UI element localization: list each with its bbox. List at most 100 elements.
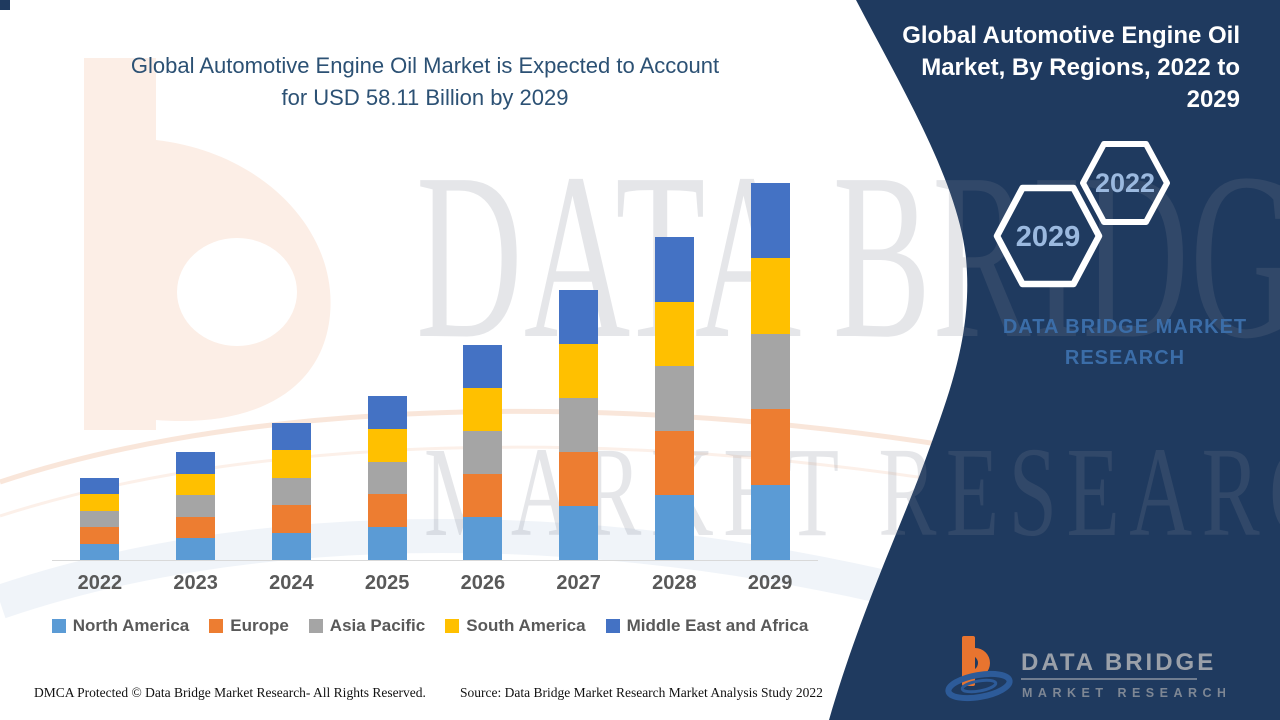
bar-segment-2022-europe [80, 527, 120, 544]
footer-source-text: Source: Data Bridge Market Research Mark… [460, 685, 823, 700]
hexagon-badges: 2022 2029 [993, 141, 1170, 288]
x-tick-2026: 2026 [460, 572, 506, 594]
watermark-b-bowl-hole [177, 238, 297, 346]
stacked-bar-2026 [463, 345, 503, 560]
bar-segment-2029-asia-pacific [750, 333, 790, 409]
logo-b-icon [945, 636, 1013, 702]
x-tick-2029: 2029 [747, 572, 793, 594]
x-axis-labels: 2022 2023 2024 2025 2026 2027 2028 2029 [52, 572, 818, 595]
x-tick-2028: 2028 [652, 572, 697, 594]
legend-swatch-middle-east-and-africa [605, 619, 620, 633]
bar-segment-2023-europe [176, 516, 216, 539]
bar-segment-2029-middle-east-and-africa [750, 182, 790, 258]
hexagon-badge-2022: 2022 [1080, 141, 1170, 225]
brand-panel-text: DATA BRIDGE MARKET RESEARCH [988, 312, 1262, 374]
bar-segment-2023-north-america [176, 538, 216, 560]
legend-label-south-america: South America [466, 616, 586, 635]
legend-item-europe: Europe [209, 616, 289, 636]
x-tick-2023: 2023 [173, 572, 218, 594]
bar-segment-2028-south-america [654, 301, 694, 367]
bar-segment-2025-south-america [367, 428, 407, 462]
bar-slot-2024 [244, 170, 340, 560]
bar-segment-2028-asia-pacific [654, 366, 694, 431]
stacked-bar-2022 [80, 478, 120, 560]
bar-segment-2022-north-america [80, 543, 120, 560]
bar-segment-2023-middle-east-and-africa [176, 452, 216, 474]
legend-label-north-america: North America [72, 616, 190, 635]
stacked-bar-2025 [367, 396, 407, 560]
legend-swatch-south-america [445, 619, 460, 633]
chart-title-line1: Global Automotive Engine Oil Market is E… [130, 53, 720, 78]
bar-segment-2026-asia-pacific [463, 431, 503, 474]
bar-segment-2024-north-america [271, 532, 311, 560]
chart-legend: North America Europe Asia Pacific South Ame… [30, 616, 830, 636]
x-tick-2025: 2025 [364, 572, 410, 594]
footer-dmca-text: DMCA Protected © Data Bridge Market Rese… [34, 685, 426, 700]
legend-label-middle-east-and-africa: Middle East and Africa [626, 616, 809, 635]
data-bridge-logo: DATA BRIDGE MARKET RESEARCH [945, 636, 1225, 702]
chart-title: Global Automotive Engine Oil Market is E… [0, 50, 850, 114]
bar-segment-2024-middle-east-and-africa [271, 423, 311, 451]
bar-segment-2027-asia-pacific [559, 398, 599, 452]
legend-item-asia-pacific: Asia Pacific [308, 616, 426, 636]
bar-segment-2029-south-america [750, 258, 790, 334]
bar-segment-2026-north-america [463, 517, 503, 560]
hexagon-2022-outline [1080, 141, 1170, 225]
bar-segment-2026-south-america [463, 388, 503, 431]
stacked-bar-2028 [654, 237, 694, 560]
bar-segment-2025-europe [367, 494, 407, 528]
bar-segment-2026-middle-east-and-africa [463, 345, 503, 388]
logo-title: DATA BRIDGE [1021, 649, 1216, 676]
bar-segment-2027-north-america [559, 506, 599, 560]
x-tick-2027: 2027 [556, 572, 601, 594]
panel-title-line2: Market, By Regions, 2022 to [921, 54, 1240, 81]
panel-title-line1: Global Automotive Engine Oil [902, 22, 1240, 49]
panel-title-line3: 2029 [1186, 86, 1240, 113]
bar-slot-2025 [339, 170, 435, 560]
legend-item-middle-east-and-africa: Middle East and Africa [605, 616, 809, 636]
x-tick-2022: 2022 [77, 572, 123, 594]
legend-item-south-america: South America [445, 616, 586, 636]
bar-slot-2027 [531, 170, 627, 560]
bar-slot-2028 [627, 170, 723, 560]
bar-segment-2028-europe [654, 430, 694, 496]
brand-panel-text-line1: DATA BRIDGE MARKET [1002, 316, 1248, 338]
bar-segment-2028-north-america [654, 495, 694, 560]
bar-segment-2024-south-america [271, 450, 311, 478]
bar-segment-2025-north-america [367, 527, 407, 560]
panel-title: Global Automotive Engine Oil Market, By … [860, 20, 1240, 116]
bar-segment-2027-south-america [559, 344, 599, 398]
hexagon-2029-outline [993, 184, 1103, 288]
corner-accent-square [0, 0, 10, 10]
logo-subtitle: MARKET RESEARCH [1022, 686, 1225, 700]
stacked-bar-2024 [271, 423, 311, 560]
bar-segment-2029-europe [750, 409, 790, 485]
watermark-blue-swoosh [0, 518, 884, 619]
bar-segment-2027-middle-east-and-africa [559, 290, 599, 344]
brand-panel-text-line2: RESEARCH [1064, 347, 1186, 369]
bar-segment-2025-middle-east-and-africa [367, 396, 407, 429]
x-tick-2024: 2024 [269, 572, 314, 594]
bar-segment-2025-asia-pacific [367, 461, 407, 495]
legend-swatch-europe [209, 619, 224, 633]
bar-slot-2023 [148, 170, 244, 560]
hexagon-2022-label: 2022 [1095, 168, 1155, 198]
bar-slot-2022 [52, 170, 148, 560]
legend-label-asia-pacific: Asia Pacific [329, 616, 426, 635]
hexagon-2029-label: 2029 [1016, 221, 1081, 253]
bar-segment-2028-middle-east-and-africa [654, 237, 694, 302]
bar-slot-2026 [435, 170, 531, 560]
bar-slot-2029 [722, 170, 818, 560]
stacked-bar-2027 [559, 290, 599, 560]
bar-segment-2022-middle-east-and-africa [80, 478, 120, 495]
stacked-bar-2029 [750, 182, 790, 560]
bar-segment-2023-asia-pacific [176, 495, 216, 517]
bar-segment-2022-asia-pacific [80, 510, 120, 528]
chart-title-line2: for USD 58.11 Billion by 2029 [281, 85, 569, 110]
legend-swatch-north-america [51, 619, 66, 633]
bar-segment-2026-europe [463, 474, 503, 517]
bar-segment-2024-europe [271, 505, 311, 533]
bar-segment-2022-south-america [80, 494, 120, 511]
bar-segment-2023-south-america [176, 473, 216, 496]
